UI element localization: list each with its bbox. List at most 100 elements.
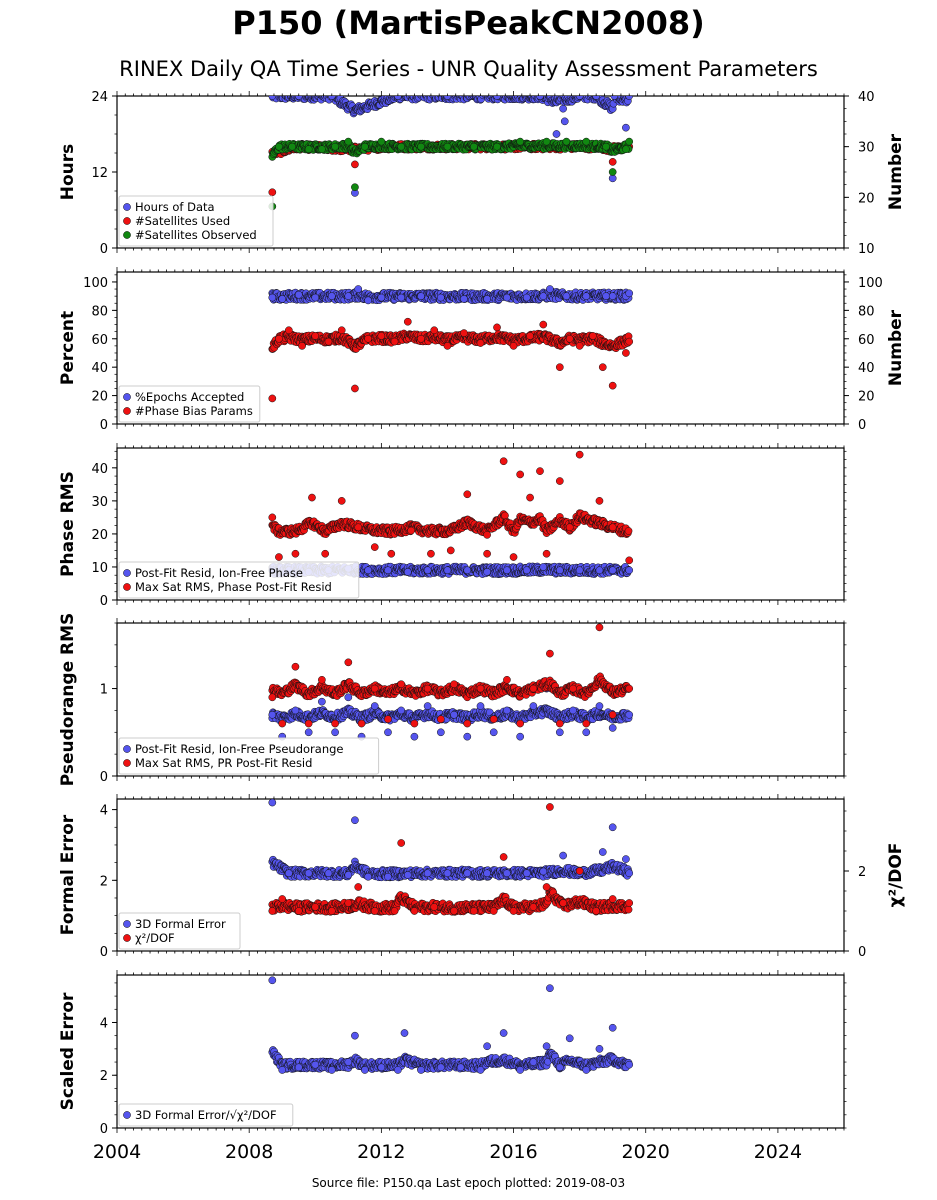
data-point — [443, 342, 452, 350]
data-point — [268, 293, 277, 302]
data-point — [446, 546, 455, 555]
data-point — [354, 285, 363, 293]
data-point — [625, 137, 634, 146]
data-point — [582, 137, 591, 146]
data-point-filler — [480, 96, 484, 97]
data-point — [443, 96, 452, 100]
data-point — [560, 117, 569, 126]
data-point — [460, 329, 468, 337]
data-point — [552, 130, 561, 138]
data-points — [268, 623, 634, 741]
legend-box — [118, 385, 261, 423]
data-point — [344, 137, 353, 146]
data-point — [622, 145, 630, 154]
data-point — [542, 137, 551, 146]
data-point — [526, 332, 534, 340]
data-point — [602, 142, 610, 151]
data-point — [443, 566, 452, 575]
data-point — [403, 568, 412, 576]
data-point — [268, 394, 277, 403]
data-point — [436, 293, 445, 302]
data-point — [311, 332, 320, 340]
data-point — [268, 96, 277, 100]
data-point — [608, 566, 617, 575]
data-point — [275, 334, 283, 343]
data-point — [608, 168, 617, 176]
data-point — [476, 339, 485, 347]
data-point — [321, 549, 330, 558]
legend-marker — [123, 231, 131, 239]
data-point — [575, 566, 584, 575]
data-point-filler — [482, 96, 486, 97]
data-point — [294, 290, 303, 299]
y-right-tick-label: 30 — [858, 141, 875, 156]
data-point-filler — [469, 96, 472, 97]
y-tick-label: 80 — [91, 304, 108, 319]
data-point-filler — [466, 96, 471, 97]
data-point — [546, 285, 554, 293]
data-point — [595, 497, 604, 505]
data-point — [625, 289, 634, 298]
data-point — [427, 549, 435, 558]
data-point-filler — [516, 96, 522, 97]
data-point — [522, 293, 531, 302]
y-tick-label: 0 — [100, 418, 108, 433]
series-1 — [268, 285, 634, 305]
data-point — [351, 183, 359, 192]
data-point — [417, 292, 425, 300]
data-point — [291, 549, 300, 558]
data-point — [575, 342, 584, 350]
data-point — [610, 96, 619, 100]
data-point — [555, 477, 564, 485]
data-point-filler — [287, 96, 292, 97]
y-right-tick-label: 60 — [858, 333, 875, 348]
y-axis-label-right: Number — [886, 309, 906, 386]
data-point — [337, 326, 346, 335]
legend-label: Post-Fit Resid, Ion-Free Phase — [135, 566, 303, 580]
y-tick-label: 12 — [91, 166, 108, 181]
y-axis-label: Phase RMS — [58, 471, 78, 577]
legend-label: #Satellites Observed — [135, 228, 257, 242]
data-point — [294, 96, 303, 100]
data-point — [354, 523, 363, 532]
data-point — [499, 457, 508, 466]
data-point-filler — [431, 96, 435, 97]
data-point — [417, 334, 425, 343]
legend-label: Max Sat RMS, Phase Post-Fit Resid — [135, 580, 332, 594]
data-point — [268, 513, 277, 522]
data-point — [275, 553, 283, 561]
y-tick-label: 30 — [91, 495, 108, 510]
data-point — [608, 292, 617, 300]
data-point — [397, 293, 406, 302]
data-point-filler — [407, 96, 412, 97]
data-point — [493, 323, 501, 332]
y-right-tick-label: 10 — [858, 242, 875, 257]
data-point — [417, 142, 425, 151]
data-point — [397, 142, 406, 151]
data-point — [536, 96, 544, 100]
data-point — [351, 160, 359, 169]
data-point — [555, 363, 564, 372]
data-point — [318, 145, 326, 154]
y-tick-label: 60 — [91, 333, 108, 348]
data-point — [460, 295, 468, 303]
data-point-filler — [501, 511, 509, 520]
data-point — [377, 137, 386, 146]
y-tick-label: 20 — [91, 390, 108, 405]
data-point — [562, 292, 571, 300]
panel-2: 0 20 40 60 80 100 0 20 40 60 80 100 Percent Number %Ep… — [58, 267, 906, 433]
y-axis-label: Hours — [58, 144, 78, 201]
data-point — [284, 326, 293, 335]
series-1 — [268, 562, 634, 579]
data-point — [463, 490, 472, 499]
data-point-filler — [496, 96, 501, 97]
data-point — [509, 553, 518, 561]
series-2 — [268, 450, 634, 565]
data-point — [364, 334, 372, 343]
legend-marker — [123, 217, 131, 225]
y-right-tick-label: 40 — [858, 361, 875, 376]
data-point — [493, 96, 501, 100]
data-point — [483, 549, 491, 558]
data-point — [364, 566, 372, 575]
